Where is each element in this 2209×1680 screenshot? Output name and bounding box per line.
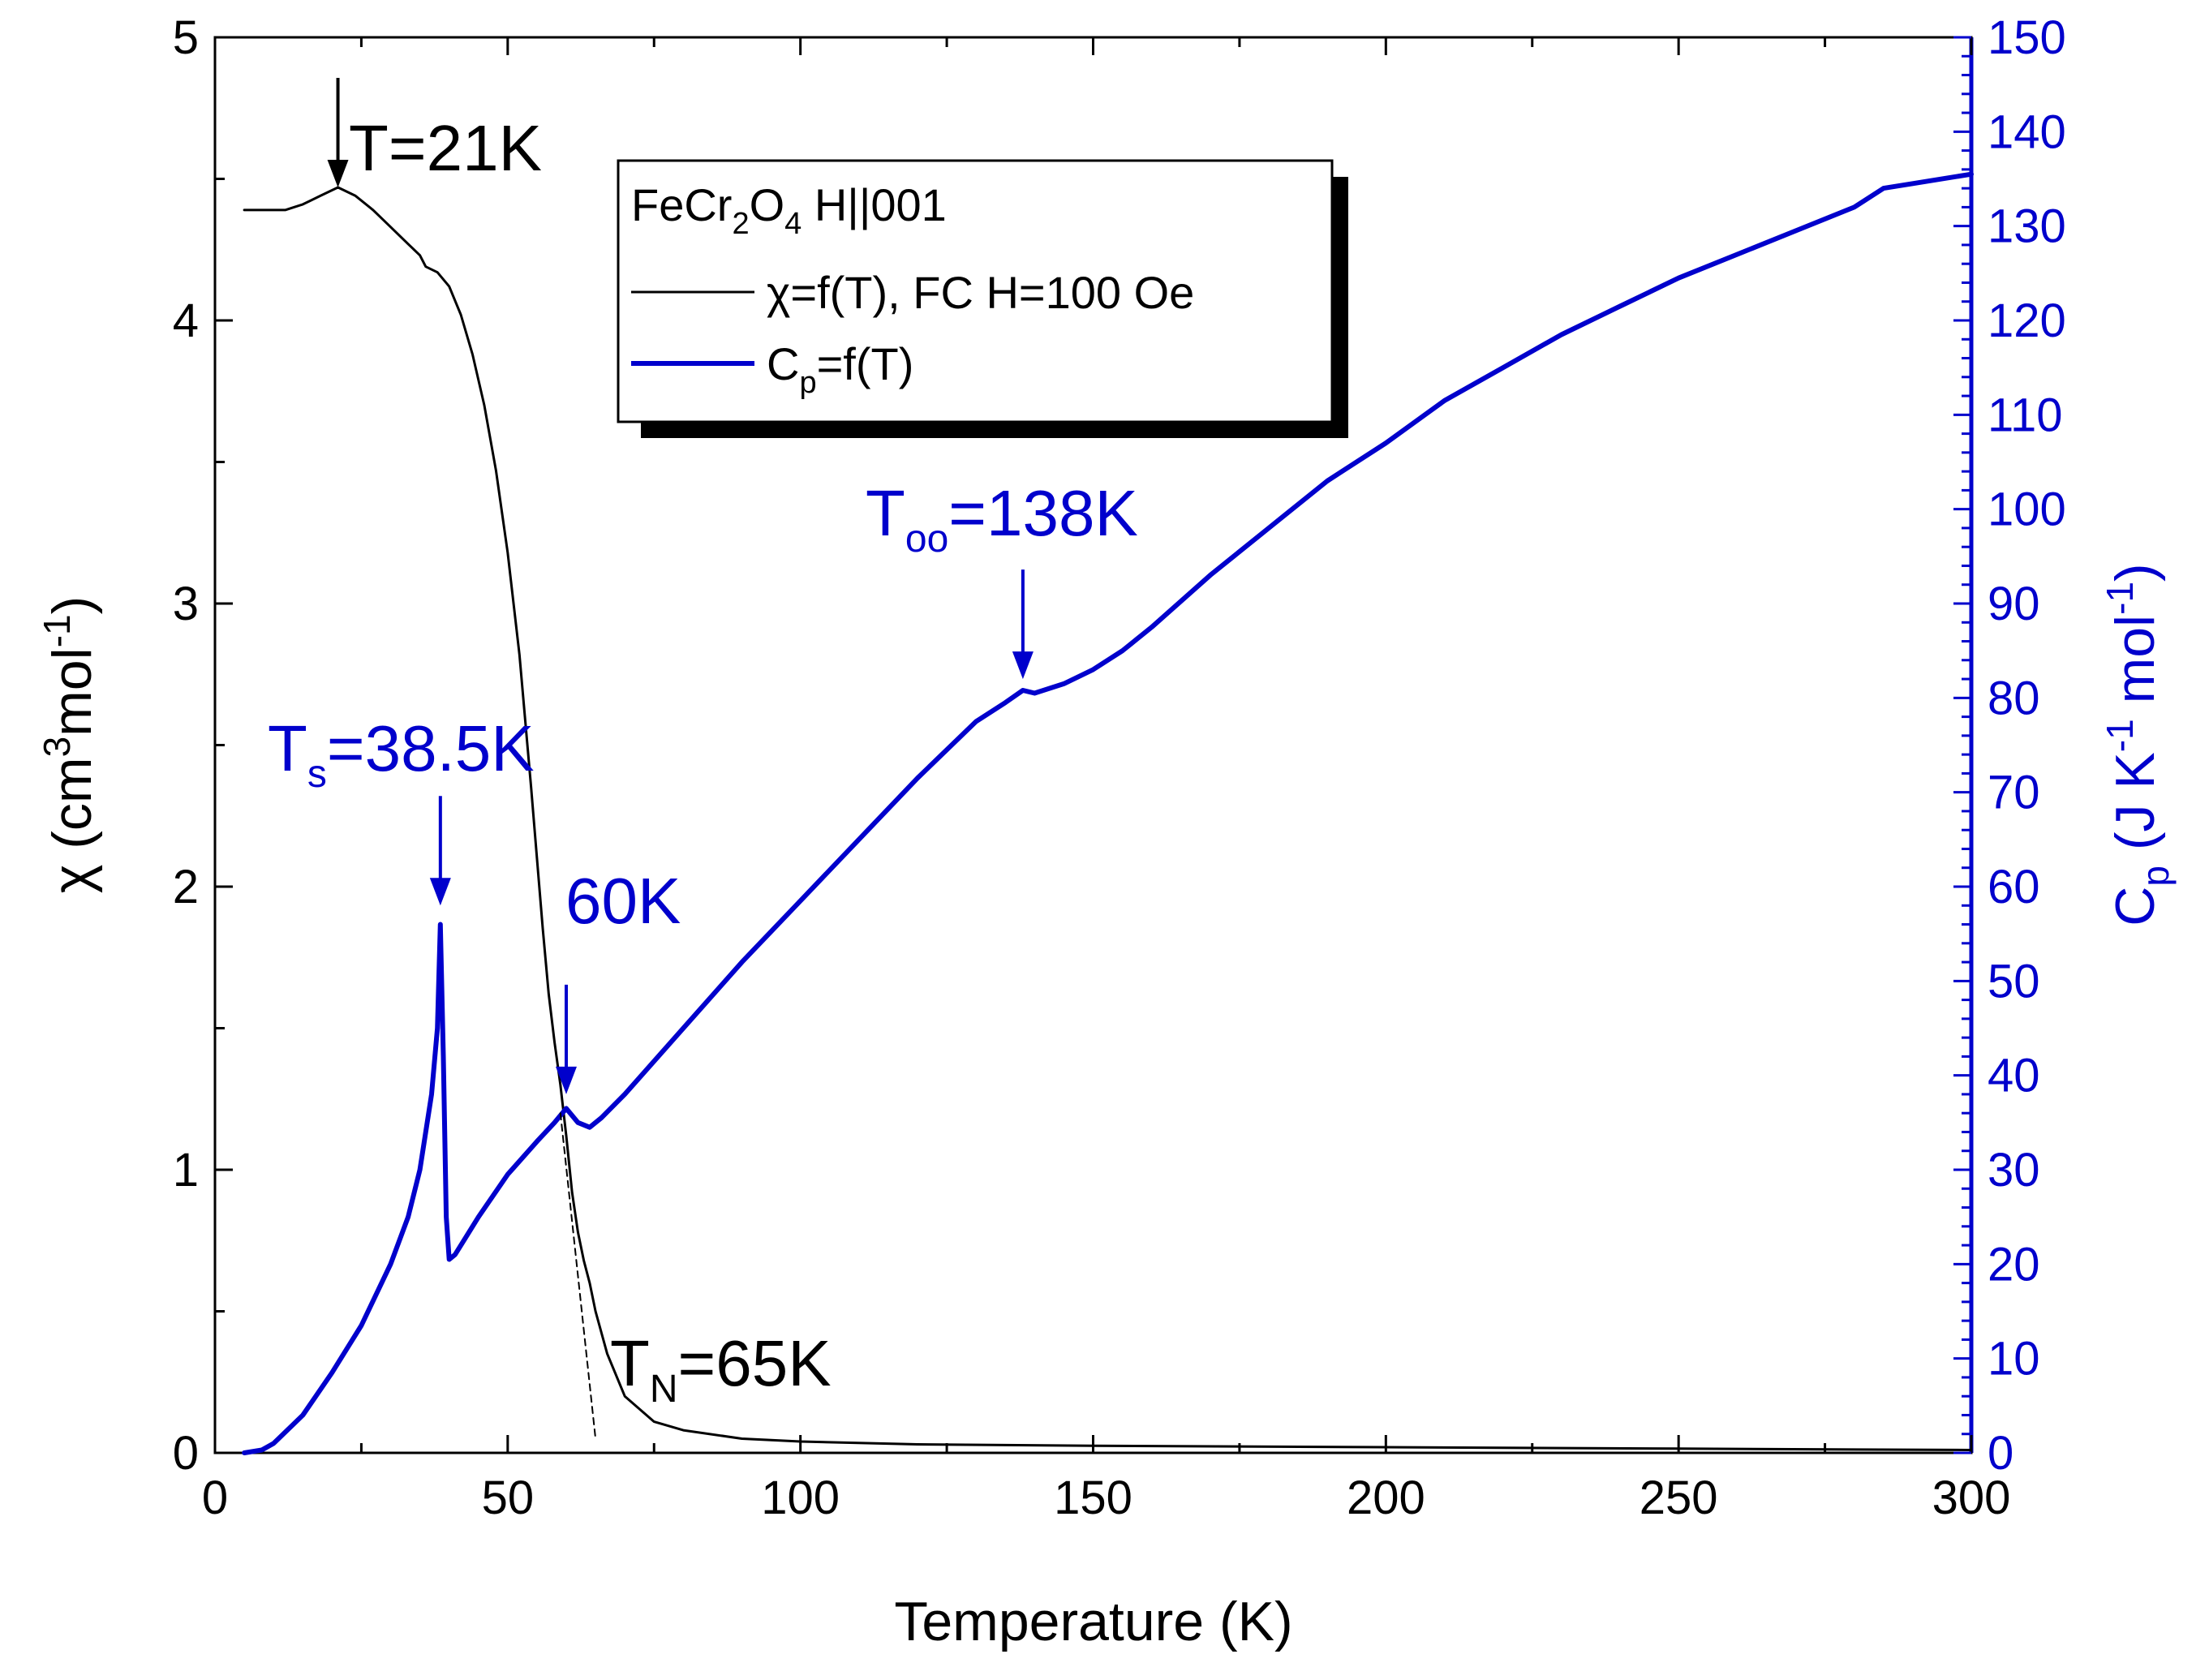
legend-label-cp: Cp=f(T) [767,338,913,400]
annotation-arrow-head [429,878,451,906]
x-ticks: 0 50 100 150 200 250 300 [202,37,2011,1524]
annotation-layer [327,77,1034,1094]
x-tick-label: 250 [1640,1472,1718,1524]
annot-tn-sub: N [650,1368,678,1411]
annot-ts-sub: s [307,753,327,796]
annot-ts-part: =38.5K [327,712,535,784]
y2-tick-label: 130 [1988,200,2066,253]
legend-title-part: H||001 [802,179,947,230]
y-title-part: mol [41,647,103,737]
series-extrapolation-line [559,1112,597,1440]
annotation-ts: Ts=38.5K [268,712,535,796]
series-chi-line [243,186,1973,1451]
annot-too-sub: oo [905,518,948,561]
annotation-arrow-head [1012,651,1034,680]
y2-tick-label: 110 [1988,389,2062,441]
y-tick-label: 3 [173,578,199,630]
y2-tick-label: 120 [1988,294,2066,347]
y2-title-sup: -1 [2099,582,2141,615]
y2-tick-label: 0 [1988,1427,2013,1480]
y2-title-sup: -1 [2099,719,2141,752]
y2-tick-label: 10 [1988,1333,2040,1386]
y-axis-title: χ (cm3mol-1) [36,596,103,894]
y-tick-label: 2 [173,861,199,913]
y-tick-label: 5 [173,11,199,64]
annot-too-part: =138K [948,477,1138,549]
annotation-tn: TN=65K [610,1327,832,1411]
y-ticks: 0 1 2 3 4 5 [173,11,233,1480]
x-tick-label: 50 [482,1472,535,1524]
x-tick-label: 150 [1054,1472,1132,1524]
legend-label-chi: χ=f(T), FC H=100 Oe [767,267,1194,318]
legend-title-sub: 2 [732,207,749,241]
x-tick-label: 100 [761,1472,840,1524]
y-title-sup: 3 [36,737,78,758]
legend-title: FeCr2O4 H||001 [631,179,947,241]
legend-title-part: O [750,179,785,230]
x-tick-label: 300 [1932,1472,2011,1524]
y2-tick-label: 90 [1988,578,2040,630]
y-tick-label: 1 [173,1144,199,1197]
annotation-arrow-head [556,1066,577,1094]
y-title-part: χ (cm [41,757,103,893]
legend-cp-part: =f(T) [817,338,914,389]
y2-tick-label: 60 [1988,861,2040,913]
y2-tick-label: 30 [1988,1144,2040,1197]
y2-tick-label: 140 [1988,105,2066,158]
y2-tick-label: 70 [1988,767,2040,819]
annotation-t21k: T=21K [349,112,542,184]
y2-tick-label: 80 [1988,672,2040,724]
y2-tick-label: 20 [1988,1238,2040,1291]
y2-tick-label: 100 [1988,483,2066,536]
legend-cp-part: C [767,338,799,389]
y2-title-part: mol [2104,615,2166,719]
legend-cp-sub: p [799,366,816,400]
annot-too-part: T [866,477,905,549]
y2-title-part: (J K [2104,752,2166,866]
x-tick-label: 0 [202,1472,228,1524]
y2-title-part: ) [2104,563,2166,582]
annot-ts-part: T [268,712,307,784]
y-title-part: ) [41,596,103,615]
y2-ticks: 0 10 20 30 40 50 60 70 80 90 100 110 120 130 140 150 [1953,11,2066,1480]
legend-title-sub: 4 [784,207,802,241]
y-tick-label: 4 [173,294,199,347]
y2-axis-title: Cp (J K-1 mol-1) [2099,563,2177,926]
legend: FeCr2O4 H||001 χ=f(T), FC H=100 Oe Cp=f(… [617,159,1348,438]
y-tick-label: 0 [173,1427,199,1480]
y2-tick-label: 40 [1988,1050,2040,1102]
annotation-60k: 60K [565,865,681,937]
series-cp-line [242,171,1974,1455]
y2-tick-label: 50 [1988,955,2040,1008]
x-axis-title: Temperature (K) [894,1591,1292,1652]
x-tick-label: 200 [1347,1472,1425,1524]
annot-tn-part: T [610,1327,650,1399]
series-layer [242,171,1974,1455]
y2-tick-label: 150 [1988,11,2066,64]
annot-tn-part: =65K [678,1327,832,1399]
y2-title-part: C [2104,887,2166,926]
y-title-sup: -1 [36,614,78,647]
annotation-too: Too=138K [866,477,1138,561]
y2-title-sub: p [2134,866,2177,887]
legend-title-part: FeCr [631,179,732,230]
annotation-arrow-head [327,159,349,187]
